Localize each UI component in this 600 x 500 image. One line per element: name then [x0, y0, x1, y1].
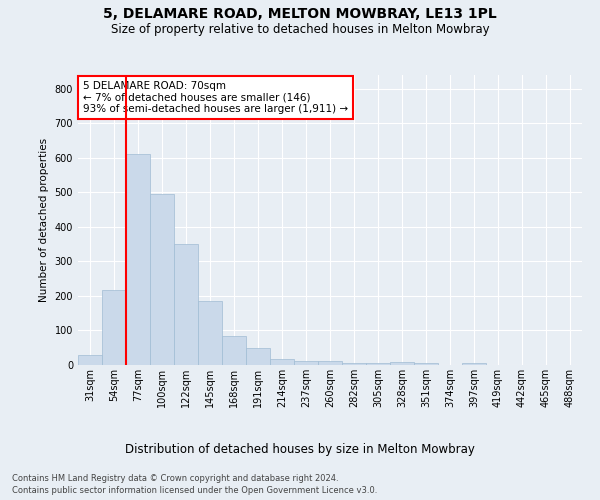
Bar: [390, 362, 414, 365]
Y-axis label: Number of detached properties: Number of detached properties: [39, 138, 49, 302]
Bar: [342, 362, 366, 365]
Bar: [318, 360, 342, 365]
Text: Contains public sector information licensed under the Open Government Licence v3: Contains public sector information licen…: [12, 486, 377, 495]
Bar: [78, 354, 102, 365]
Bar: [222, 336, 246, 365]
Bar: [126, 154, 150, 365]
Bar: [150, 194, 174, 365]
Bar: [198, 301, 222, 365]
Bar: [174, 244, 198, 365]
Bar: [270, 359, 294, 365]
Text: 5, DELAMARE ROAD, MELTON MOWBRAY, LE13 1PL: 5, DELAMARE ROAD, MELTON MOWBRAY, LE13 1…: [103, 8, 497, 22]
Text: Size of property relative to detached houses in Melton Mowbray: Size of property relative to detached ho…: [110, 22, 490, 36]
Bar: [102, 290, 126, 365]
Bar: [294, 360, 318, 365]
Text: Contains HM Land Registry data © Crown copyright and database right 2024.: Contains HM Land Registry data © Crown c…: [12, 474, 338, 483]
Bar: [246, 348, 270, 365]
Text: 5 DELAMARE ROAD: 70sqm
← 7% of detached houses are smaller (146)
93% of semi-det: 5 DELAMARE ROAD: 70sqm ← 7% of detached …: [83, 81, 348, 114]
Text: Distribution of detached houses by size in Melton Mowbray: Distribution of detached houses by size …: [125, 442, 475, 456]
Bar: [462, 364, 486, 365]
Bar: [366, 364, 390, 365]
Bar: [414, 364, 438, 365]
